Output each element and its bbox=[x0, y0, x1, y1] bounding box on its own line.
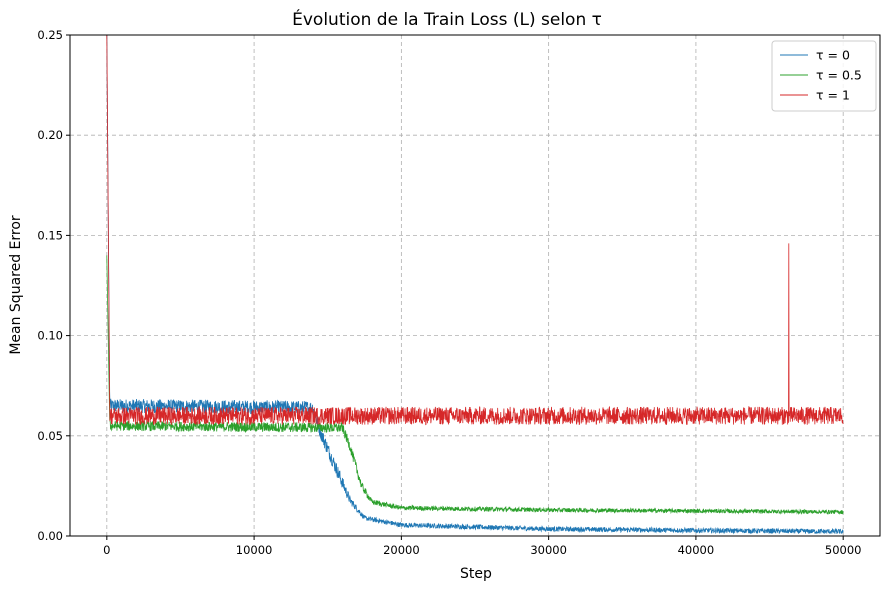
legend-label: τ = 1 bbox=[816, 88, 850, 103]
y-tick-label: 0.05 bbox=[37, 429, 63, 443]
legend-box bbox=[771, 40, 877, 112]
legend-label: τ = 0.5 bbox=[816, 68, 862, 83]
y-tick-label: 0.10 bbox=[37, 329, 63, 343]
plot-frame bbox=[69, 34, 881, 537]
y-tick-label: 0.20 bbox=[37, 128, 63, 142]
plot-area bbox=[106, 35, 844, 535]
y-axis-label: Mean Squared Error bbox=[8, 215, 24, 355]
series-line bbox=[106, 255, 844, 515]
series-line bbox=[106, 35, 844, 426]
x-tick-label: 10000 bbox=[236, 543, 273, 557]
y-tick-label: 0.25 bbox=[37, 28, 63, 42]
y-tick-label: 0.15 bbox=[37, 228, 63, 242]
x-tick-label: 20000 bbox=[383, 543, 420, 557]
x-axis-label: Step bbox=[460, 566, 492, 582]
x-tick-label: 0 bbox=[103, 543, 110, 557]
grid bbox=[70, 34, 880, 537]
x-tick-label: 30000 bbox=[530, 543, 567, 557]
legend: τ = 0 τ = 0.5 τ = 1 bbox=[771, 40, 877, 112]
x-axis: 0 10000 20000 30000 40000 50000 bbox=[103, 536, 861, 557]
x-tick-label: 50000 bbox=[825, 543, 862, 557]
legend-label: τ = 0 bbox=[816, 48, 850, 63]
series-line bbox=[106, 35, 844, 535]
y-tick-label: 0.00 bbox=[37, 529, 63, 543]
y-axis: 0.00 0.05 0.10 0.15 0.20 0.25 bbox=[37, 28, 70, 543]
chart-title: Évolution de la Train Loss (L) selon τ bbox=[292, 8, 602, 30]
x-tick-label: 40000 bbox=[678, 543, 715, 557]
